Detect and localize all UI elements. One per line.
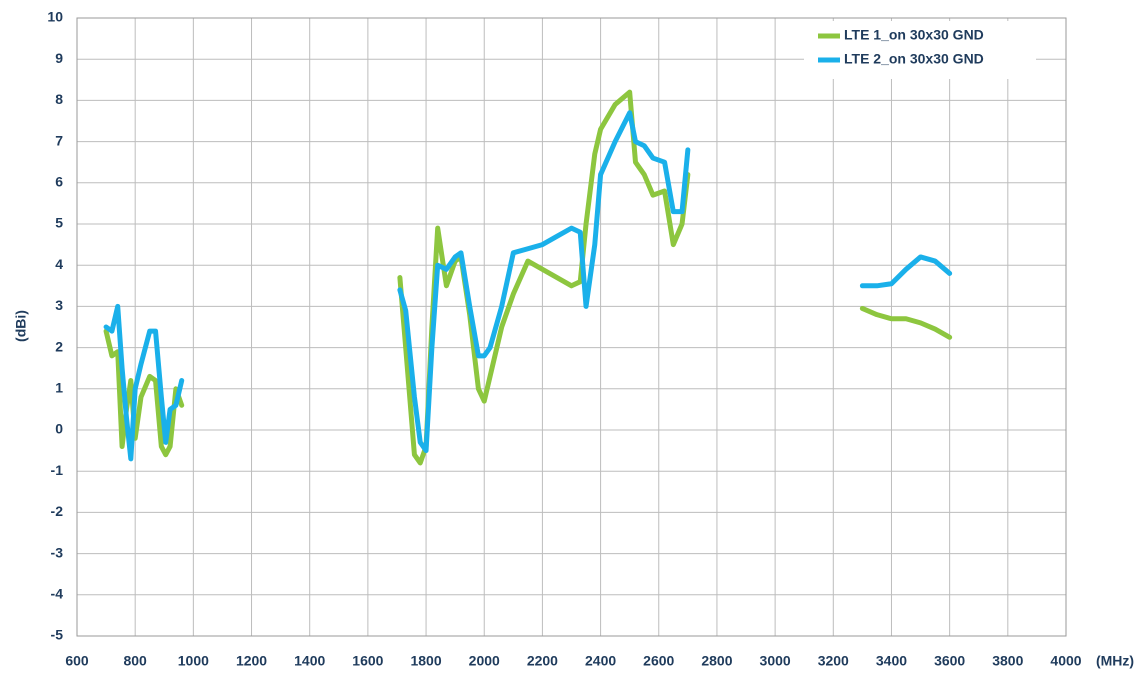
x-tick-label: 2400	[585, 653, 616, 669]
legend-label: LTE 1_on 30x30 GND	[844, 27, 984, 43]
x-tick-label: 3600	[934, 653, 965, 669]
x-tick-label: 800	[123, 653, 147, 669]
x-tick-label: 3200	[818, 653, 849, 669]
x-tick-label: 1600	[352, 653, 383, 669]
y-tick-label: 5	[55, 215, 63, 231]
y-tick-label: 0	[55, 421, 63, 437]
y-tick-label: -1	[51, 462, 64, 478]
y-tick-label: -2	[51, 503, 64, 519]
y-axis-label: (dBi)	[13, 310, 29, 342]
x-tick-label: 3000	[760, 653, 791, 669]
x-tick-label: 1000	[178, 653, 209, 669]
y-tick-label: -3	[51, 544, 64, 560]
x-tick-label: 1400	[294, 653, 325, 669]
y-tick-label: 10	[47, 9, 63, 25]
x-tick-label: 3800	[992, 653, 1023, 669]
plot-border	[76, 17, 1067, 637]
y-tick-label: 2	[55, 338, 63, 354]
y-tick-label: -4	[51, 586, 64, 602]
y-tick-label: 1	[55, 380, 63, 396]
y-tick-label: 6	[55, 174, 63, 190]
y-tick-label: 3	[55, 297, 63, 313]
x-tick-label: 1800	[410, 653, 441, 669]
x-tick-label: 2200	[527, 653, 558, 669]
x-tick-label: 2000	[469, 653, 500, 669]
x-tick-label: 600	[65, 653, 89, 669]
y-tick-label: -5	[51, 627, 64, 643]
series-line	[103, 89, 953, 466]
y-tick-label: 4	[55, 256, 63, 272]
x-tick-label: 1200	[236, 653, 267, 669]
x-axis-label: (MHz)	[1096, 653, 1134, 669]
x-tick-label: 2800	[701, 653, 732, 669]
y-tick-label: 8	[55, 91, 63, 107]
legend-label: LTE 2_on 30x30 GND	[844, 51, 984, 67]
y-tick-label: 9	[55, 50, 63, 66]
x-tick-label: 2600	[643, 653, 674, 669]
x-tick-label: 4000	[1050, 653, 1081, 669]
x-tick-label: 3400	[876, 653, 907, 669]
y-tick-label: 7	[55, 132, 63, 148]
series-line	[103, 110, 953, 462]
legend-box	[804, 21, 1036, 79]
